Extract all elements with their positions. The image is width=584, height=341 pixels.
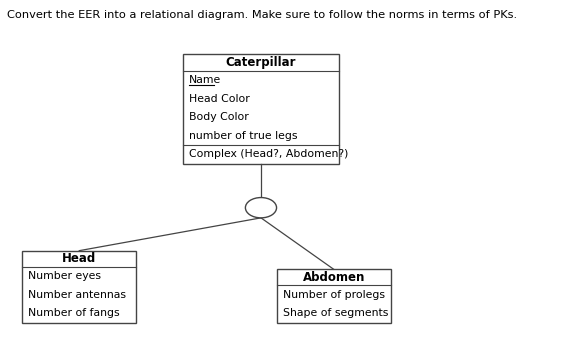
Text: Convert the EER into a relational diagram. Make sure to follow the norms in term: Convert the EER into a relational diagra…	[6, 10, 517, 20]
Bar	[183, 55, 339, 164]
Text: Number eyes: Number eyes	[29, 271, 102, 281]
Text: number of true legs: number of true legs	[189, 131, 298, 141]
Text: Abdomen: Abdomen	[303, 271, 365, 284]
Text: Complex (Head?, Abdomen?): Complex (Head?, Abdomen?)	[189, 149, 349, 160]
Text: Number of prolegs: Number of prolegs	[283, 290, 385, 300]
Text: Name: Name	[189, 75, 221, 85]
Text: Head: Head	[62, 252, 96, 265]
Text: Caterpillar: Caterpillar	[226, 56, 296, 69]
Text: Number antennas: Number antennas	[29, 290, 126, 300]
Text: Body Color: Body Color	[189, 112, 249, 122]
Text: Shape of segments: Shape of segments	[283, 308, 388, 318]
Text: Head Color: Head Color	[189, 94, 250, 104]
Bar	[277, 269, 391, 323]
Circle shape	[245, 197, 277, 218]
Bar	[22, 251, 137, 323]
Text: Number of fangs: Number of fangs	[29, 308, 120, 318]
